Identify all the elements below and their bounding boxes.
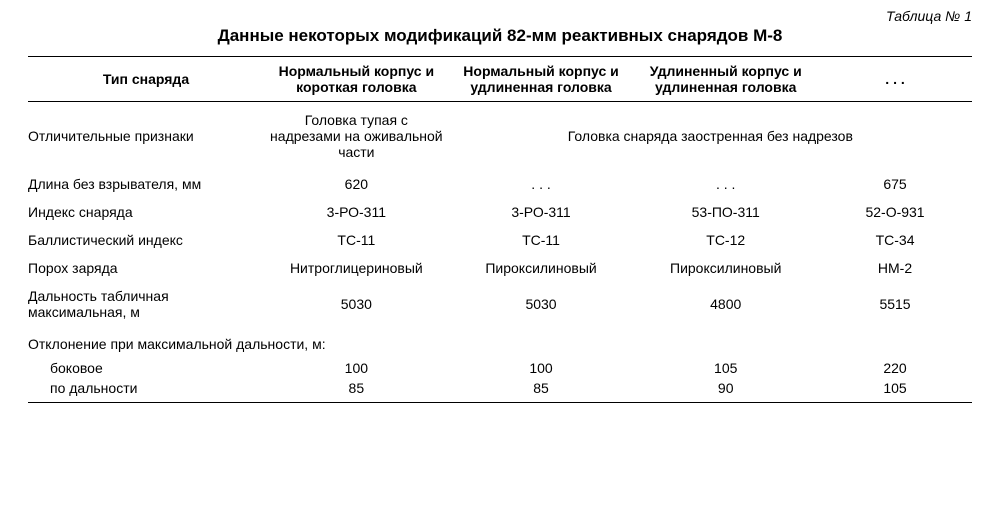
cell: 85 — [264, 378, 449, 403]
cell: Головка тупая с надрезами на оживальной … — [264, 102, 449, 167]
page-container: Таблица № 1 Данные некоторых модификаций… — [0, 0, 1000, 419]
cell: ТС-12 — [633, 226, 818, 254]
cell: Нитроглицериновый — [264, 254, 449, 282]
table-number-label: Таблица № 1 — [28, 8, 972, 24]
table-header-row: Тип снаряда Нормальный корпус и короткая… — [28, 57, 972, 102]
cell-span: Головка снаряда заостренная без надрезов — [449, 102, 972, 167]
row-deviation-range: по дальности 85 85 90 105 — [28, 378, 972, 403]
row-powder: Порох заряда Нитроглицериновый Пироксили… — [28, 254, 972, 282]
row-label: Длина без взрывателя, мм — [28, 166, 264, 198]
cell: 90 — [633, 378, 818, 403]
col-header-4: . . . — [818, 57, 972, 102]
row-label: по дальности — [28, 378, 264, 403]
col-header-2: Нормальный корпус и удлиненная головка — [449, 57, 634, 102]
row-range: Дальность табличная максимальная, м 5030… — [28, 282, 972, 326]
data-table: Тип снаряда Нормальный корпус и короткая… — [28, 56, 972, 403]
row-deviation-lateral: боковое 100 100 105 220 — [28, 358, 972, 378]
cell: 85 — [449, 378, 634, 403]
cell: 5030 — [449, 282, 634, 326]
cell: 4800 — [633, 282, 818, 326]
cell: ТС-11 — [264, 226, 449, 254]
cell: 100 — [449, 358, 634, 378]
cell: 620 — [264, 166, 449, 198]
row-label: боковое — [28, 358, 264, 378]
row-features: Отличительные признаки Головка тупая с н… — [28, 102, 972, 167]
cell: 105 — [633, 358, 818, 378]
row-label: Отклонение при максимальной дальности, м… — [28, 326, 972, 358]
table-title: Данные некоторых модификаций 82-мм реакт… — [28, 26, 972, 46]
cell: . . . — [633, 166, 818, 198]
cell: 675 — [818, 166, 972, 198]
row-length: Длина без взрывателя, мм 620 . . . . . .… — [28, 166, 972, 198]
col-header-1: Нормальный корпус и короткая головка — [264, 57, 449, 102]
col-header-3: Удлиненный корпус и удлиненная головка — [633, 57, 818, 102]
cell: Пироксилиновый — [633, 254, 818, 282]
cell: 5515 — [818, 282, 972, 326]
cell: 220 — [818, 358, 972, 378]
row-label: Дальность табличная максимальная, м — [28, 282, 264, 326]
cell: 105 — [818, 378, 972, 403]
row-deviation-header: Отклонение при максимальной дальности, м… — [28, 326, 972, 358]
cell: 5030 — [264, 282, 449, 326]
cell: НМ-2 — [818, 254, 972, 282]
cell: 100 — [264, 358, 449, 378]
cell: ТС-34 — [818, 226, 972, 254]
cell: 3-РО-311 — [449, 198, 634, 226]
row-label: Порох заряда — [28, 254, 264, 282]
row-label: Отличительные признаки — [28, 102, 264, 167]
cell: 3-РО-311 — [264, 198, 449, 226]
row-ballistic: Баллистический индекс ТС-11 ТС-11 ТС-12 … — [28, 226, 972, 254]
cell: 52-О-931 — [818, 198, 972, 226]
row-label: Индекс снаряда — [28, 198, 264, 226]
cell: . . . — [449, 166, 634, 198]
cell: Пироксилиновый — [449, 254, 634, 282]
row-label: Баллистический индекс — [28, 226, 264, 254]
col-header-type: Тип снаряда — [28, 57, 264, 102]
cell: ТС-11 — [449, 226, 634, 254]
cell: 53-ПО-311 — [633, 198, 818, 226]
row-index: Индекс снаряда 3-РО-311 3-РО-311 53-ПО-3… — [28, 198, 972, 226]
